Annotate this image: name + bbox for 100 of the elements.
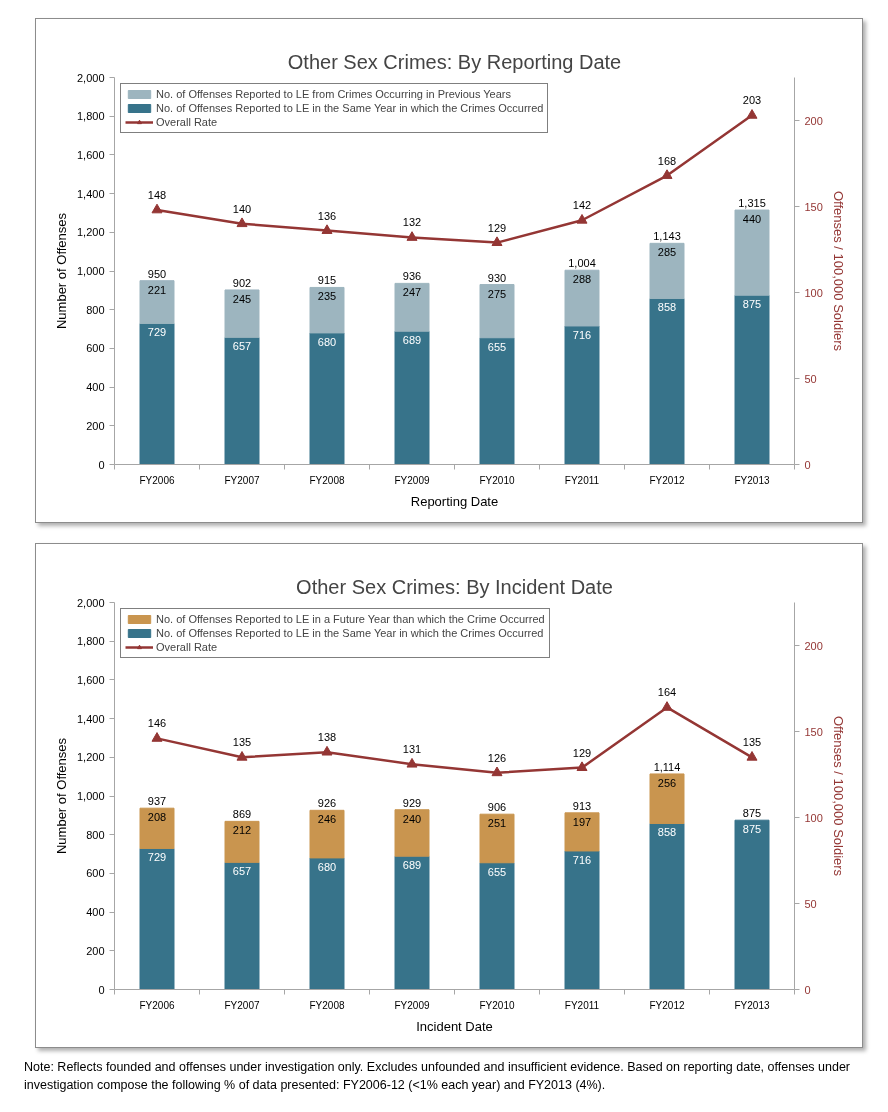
legend-label: Overall Rate — [156, 116, 218, 128]
bar — [479, 862, 515, 990]
y-tick-label: 1,000 — [76, 790, 105, 802]
bar — [479, 284, 515, 339]
y2-tick-label: 50 — [804, 897, 817, 910]
data-label: 126 — [487, 751, 507, 764]
bar — [139, 280, 175, 324]
point — [491, 766, 503, 777]
point — [576, 761, 588, 772]
data-label: 132 — [402, 216, 422, 229]
y-tick-label: 600 — [86, 342, 105, 355]
bar — [224, 820, 260, 863]
bar — [564, 812, 600, 852]
data-label: 716 — [572, 328, 592, 341]
y2-tick-label: 200 — [804, 114, 823, 127]
data-label: 251 — [487, 817, 507, 830]
point — [321, 745, 333, 756]
y-tick-label: 800 — [86, 303, 105, 316]
data-label: 285 — [657, 246, 677, 259]
y-tick-label: 400 — [86, 381, 105, 394]
data-label: 135 — [742, 736, 762, 749]
y-tick-label: 1,800 — [76, 110, 105, 123]
y-tick-label: 200 — [86, 419, 105, 432]
data-label: 136 — [317, 209, 337, 222]
y2-tick-label: 50 — [804, 372, 817, 385]
data-label: 148 — [147, 188, 167, 201]
total-label: 913 — [572, 799, 592, 812]
data-label: 212 — [232, 824, 252, 837]
y2-tick-label: 200 — [804, 639, 823, 652]
data-label: 858 — [657, 301, 677, 314]
bar — [649, 242, 685, 299]
point — [661, 169, 673, 179]
bar — [649, 822, 685, 990]
y-tick-label: 1,200 — [76, 751, 105, 764]
data-label: 140 — [232, 202, 252, 215]
x-tick-label: FY2007 — [224, 474, 260, 486]
data-label: 680 — [317, 860, 337, 873]
x-tick-label: FY2011 — [564, 999, 600, 1011]
total-label: 875 — [742, 807, 762, 820]
data-label: 729 — [147, 326, 167, 339]
bar — [479, 337, 515, 465]
data-label: 135 — [232, 736, 252, 749]
total-label: 915 — [317, 274, 337, 287]
point — [151, 203, 163, 214]
data-label: 129 — [572, 746, 592, 759]
point — [151, 732, 163, 742]
y2-tick-label: 100 — [804, 286, 823, 299]
y-tick-label: 400 — [86, 906, 105, 919]
legend-label: No. of Offenses Reported to LE in the Same Year in which the Crimes Occurred — [156, 102, 544, 114]
data-label: 131 — [402, 743, 422, 756]
y2-tick-label: 0 — [804, 458, 811, 471]
bar — [224, 861, 260, 990]
y-tick-label: 1,800 — [76, 635, 105, 648]
x-tick-label: FY2007 — [224, 999, 260, 1011]
data-label: 729 — [147, 851, 167, 864]
legend-label: No. of Offenses Reported to LE in a Future Year than which the Crime Occurred — [156, 613, 545, 625]
y2-axis-title: Offenses / 100,000 Soldiers — [830, 715, 846, 877]
point — [576, 213, 588, 224]
bar — [139, 847, 175, 990]
bar — [394, 855, 430, 990]
y-tick-label: 2,000 — [76, 71, 105, 84]
total-label: 950 — [147, 267, 167, 280]
point — [746, 109, 758, 119]
bar — [139, 807, 175, 849]
y-tick-label: 1,600 — [76, 673, 105, 686]
bar — [564, 325, 600, 465]
data-label: 246 — [317, 813, 337, 826]
y-tick-label: 1,400 — [76, 712, 105, 725]
x-tick-label: FY2009 — [394, 474, 430, 486]
data-label: 716 — [572, 853, 592, 866]
x-axis-title: Incident Date — [416, 1018, 493, 1034]
data-label: 168 — [657, 154, 677, 167]
legend-label: No. of Offenses Reported to LE in the Same Year in which the Crimes Occurred — [156, 627, 544, 639]
bar — [224, 289, 260, 338]
data-label: 858 — [657, 826, 677, 839]
bar — [224, 336, 260, 465]
point — [406, 231, 418, 241]
x-tick-label: FY2012 — [649, 999, 685, 1011]
total-label: 936 — [402, 270, 422, 283]
bar — [479, 813, 515, 864]
x-tick-label: FY2008 — [309, 999, 345, 1011]
y2-tick-label: 150 — [804, 200, 823, 213]
y-tick-label: 0 — [98, 458, 105, 471]
data-label: 138 — [317, 731, 337, 744]
x-tick-label: FY2008 — [309, 474, 345, 486]
x-tick-label: FY2010 — [479, 999, 515, 1011]
x-tick-label: FY2009 — [394, 999, 430, 1011]
bar — [309, 286, 345, 334]
x-tick-label: FY2006 — [139, 999, 175, 1011]
total-label: 1,004 — [568, 257, 596, 270]
data-label: 275 — [487, 287, 507, 300]
legend-label: No. of Offenses Reported to LE from Crimes Occurring in Previous Years — [156, 88, 512, 100]
data-label: 875 — [742, 823, 762, 836]
point — [236, 751, 248, 761]
bar — [394, 330, 430, 465]
bar — [649, 773, 685, 824]
total-label: 926 — [317, 797, 337, 810]
bar — [734, 819, 770, 990]
total-label: 869 — [232, 808, 252, 821]
data-label: 655 — [487, 340, 507, 353]
